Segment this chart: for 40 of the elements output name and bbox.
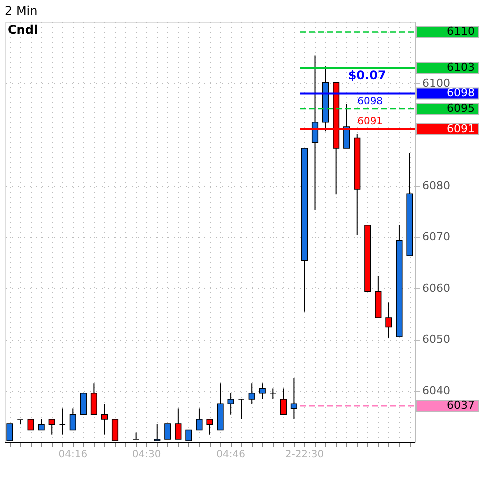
candlestick	[238, 398, 245, 420]
x-tick-label: 04:30	[132, 450, 162, 460]
annotation: Cndl	[8, 23, 38, 37]
candlestick	[280, 388, 287, 416]
ref-line-label: 6037	[447, 399, 475, 412]
candlestick	[228, 392, 234, 416]
x-tick-label: 2-22:30	[285, 450, 324, 460]
candlestick	[175, 408, 182, 440]
candlestick	[28, 419, 34, 431]
candlestick	[248, 383, 256, 405]
candlestick	[70, 408, 76, 431]
candlestick	[259, 383, 266, 400]
candlestick	[270, 388, 276, 400]
candlestick	[80, 392, 87, 416]
x-tick-label: 04:46	[216, 450, 246, 460]
candlestick	[90, 383, 98, 416]
ref-line-label: 6091	[447, 122, 475, 136]
annotation: 6098	[358, 96, 384, 108]
candlestick	[206, 418, 214, 436]
y-tick-label: 6060	[422, 282, 450, 295]
ref-line-label: 6095	[447, 102, 475, 116]
candlestick	[196, 408, 203, 431]
candlestick	[164, 424, 172, 440]
y-tick-label: 6050	[422, 333, 450, 346]
candlestick	[59, 408, 66, 436]
candlestick	[38, 418, 45, 431]
annotation: 6091	[358, 116, 384, 128]
y-tick-label: 6080	[422, 179, 450, 192]
candlestick	[48, 418, 56, 436]
y-tick-label: 6040	[422, 384, 450, 398]
y-tick-label: 6070	[422, 230, 450, 244]
candlestick	[290, 378, 298, 420]
ref-line-label: 6103	[447, 61, 475, 74]
annotation: $0.07	[348, 68, 386, 82]
x-tick-label: 04:16	[58, 450, 88, 460]
chart-title: 2 Min	[5, 4, 38, 18]
candlestick	[101, 404, 108, 436]
candlestick	[344, 104, 350, 150]
ref-line-label: 6110	[447, 25, 475, 38]
candlestick	[386, 302, 392, 340]
